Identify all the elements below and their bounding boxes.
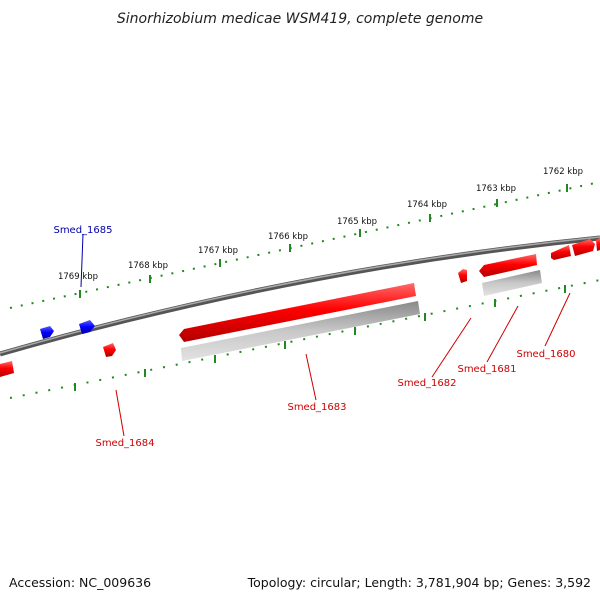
leader-smed-1682: [431, 317, 472, 378]
gene-arrow-smed-1681[interactable]: [479, 254, 537, 277]
outer-ruler-major-ticks: [79, 184, 568, 298]
gene-label-smed-1684[interactable]: Smed_1684: [95, 438, 154, 449]
ruler-label-1762: 1762 kbp: [543, 167, 583, 177]
gene-label-smed-1682[interactable]: Smed_1682: [397, 378, 456, 389]
product-bar-smed-1683[interactable]: [181, 301, 420, 361]
gene-label-smed-1685[interactable]: Smed_1685: [53, 225, 112, 236]
gene-label-smed-1680[interactable]: Smed_1680: [516, 349, 575, 360]
ruler-label-1766: 1766 kbp: [268, 232, 308, 242]
leader-smed-1683: [305, 353, 317, 401]
gene-label-smed-1681[interactable]: Smed_1681: [457, 364, 516, 375]
inner-ruler-dots: [9, 279, 600, 399]
ruler-label-1765: 1765 kbp: [337, 217, 377, 227]
gene-arrow-edge-left[interactable]: [0, 361, 14, 377]
ruler-label-1769: 1769 kbp: [58, 272, 98, 282]
inner-ruler-major-ticks: [74, 285, 566, 391]
gene-arrow-smed-1684[interactable]: [103, 343, 116, 357]
topology-text: Topology: circular; Length: 3,781,904 bp…: [247, 575, 591, 590]
ruler-label-1764: 1764 kbp: [407, 200, 447, 210]
map-title: Sinorhizobium medicae WSM419, complete g…: [117, 11, 483, 27]
reverse-strand-genes: [40, 320, 95, 339]
gene-leader-lines: [80, 233, 571, 437]
ruler-label-1768: 1768 kbp: [128, 261, 168, 271]
inner-ruler: [9, 279, 600, 399]
leader-smed-1681: [486, 305, 519, 363]
gene-arrow-smed-1682[interactable]: [458, 269, 467, 283]
outer-ruler: [9, 181, 600, 309]
outer-ruler-dots: [9, 181, 600, 309]
gene-label-smed-1683[interactable]: Smed_1683: [287, 402, 346, 413]
gene-arrow-edge-right[interactable]: [596, 238, 600, 251]
gene-labels: Smed_1680 Smed_1681 Smed_1682 Smed_1683 …: [53, 225, 575, 449]
leader-smed-1685: [80, 233, 84, 288]
ruler-label-1763: 1763 kbp: [476, 184, 516, 194]
ruler-labels: 1762 kbp 1763 kbp 1764 kbp 1765 kbp 1766…: [58, 167, 583, 282]
forward-strand-genes: [0, 238, 600, 377]
gene-arrow-smed-1683[interactable]: [179, 283, 416, 342]
accession-text: Accession: NC_009636: [9, 575, 151, 590]
gene-arrow-smed-1680-a[interactable]: [551, 245, 571, 260]
product-bar-smed-1681[interactable]: [482, 270, 542, 296]
ruler-label-1767: 1767 kbp: [198, 246, 238, 256]
gene-arrow-reverse-2[interactable]: [79, 320, 95, 334]
gene-arrow-smed-1680-b[interactable]: [572, 239, 595, 256]
gene-arrow-smed-1685[interactable]: [40, 326, 54, 339]
leader-smed-1680: [544, 292, 571, 347]
leader-smed-1684: [115, 389, 125, 437]
product-bars: [181, 270, 542, 361]
